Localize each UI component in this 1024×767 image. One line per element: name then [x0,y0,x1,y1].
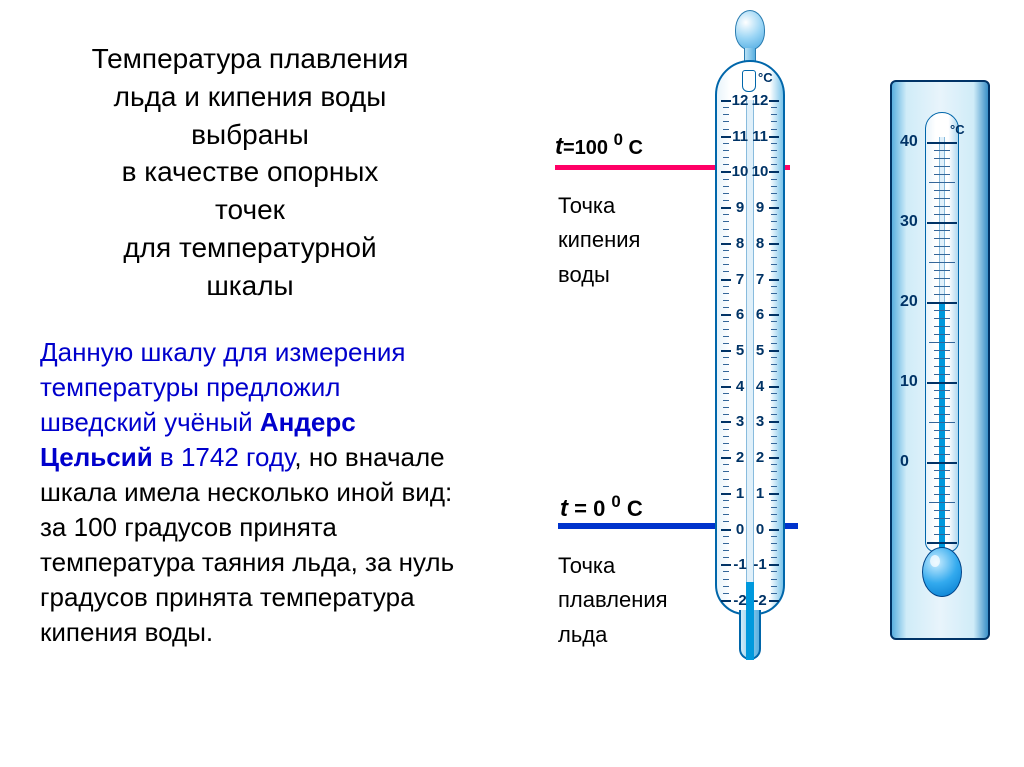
explanation-text: Температура плавления льда и кипения вод… [40,40,460,650]
title-block: Температура плавления льда и кипения вод… [40,40,460,305]
reservoir-icon [742,70,756,92]
unit-label-large: °C [758,70,773,85]
melting-point-label: t = 0 0 C [560,492,643,523]
body-blue-3: в 1742 году [153,442,295,472]
body-black: но вначале шкала имела несколько иной ви… [40,442,454,647]
bulb-shine [930,555,940,567]
melting-text: Точка плавления льда [558,545,668,648]
bulb-top-icon [735,10,765,50]
unit-label-small: °C [950,122,965,137]
title-l6: для температурной [40,229,460,267]
boiling-formula: t=100 0 C [555,130,643,161]
melt-l1: Точка [558,553,668,579]
boiling-point-label: t=100 0 C [555,130,643,161]
melt-l3: льда [558,622,668,648]
body-comma: , [294,442,301,472]
title-l3: выбраны [40,116,460,154]
title-l5: точек [40,191,460,229]
boiling-text: Точка кипения воды [558,185,640,288]
title-l7: шкалы [40,267,460,305]
body-block: Данную шкалу для измерения температуры п… [40,335,460,651]
title-l2: льда и кипения воды [40,78,460,116]
boil-l1: Точка [558,193,640,219]
title-l4: в качестве опорных [40,153,460,191]
boil-l3: воды [558,262,640,288]
boil-l2: кипения [558,227,640,253]
title-l1: Температура плавления [40,40,460,78]
melting-formula: t = 0 0 C [560,492,643,523]
thermometer-small: °C 403020100 [890,80,990,640]
melt-l2: плавления [558,587,668,613]
scale-large: 12121111101099887766554433221100-1-1-2-2 [715,100,785,600]
bulb-small-icon [922,547,962,597]
scale-small: 403020100 [925,142,959,542]
